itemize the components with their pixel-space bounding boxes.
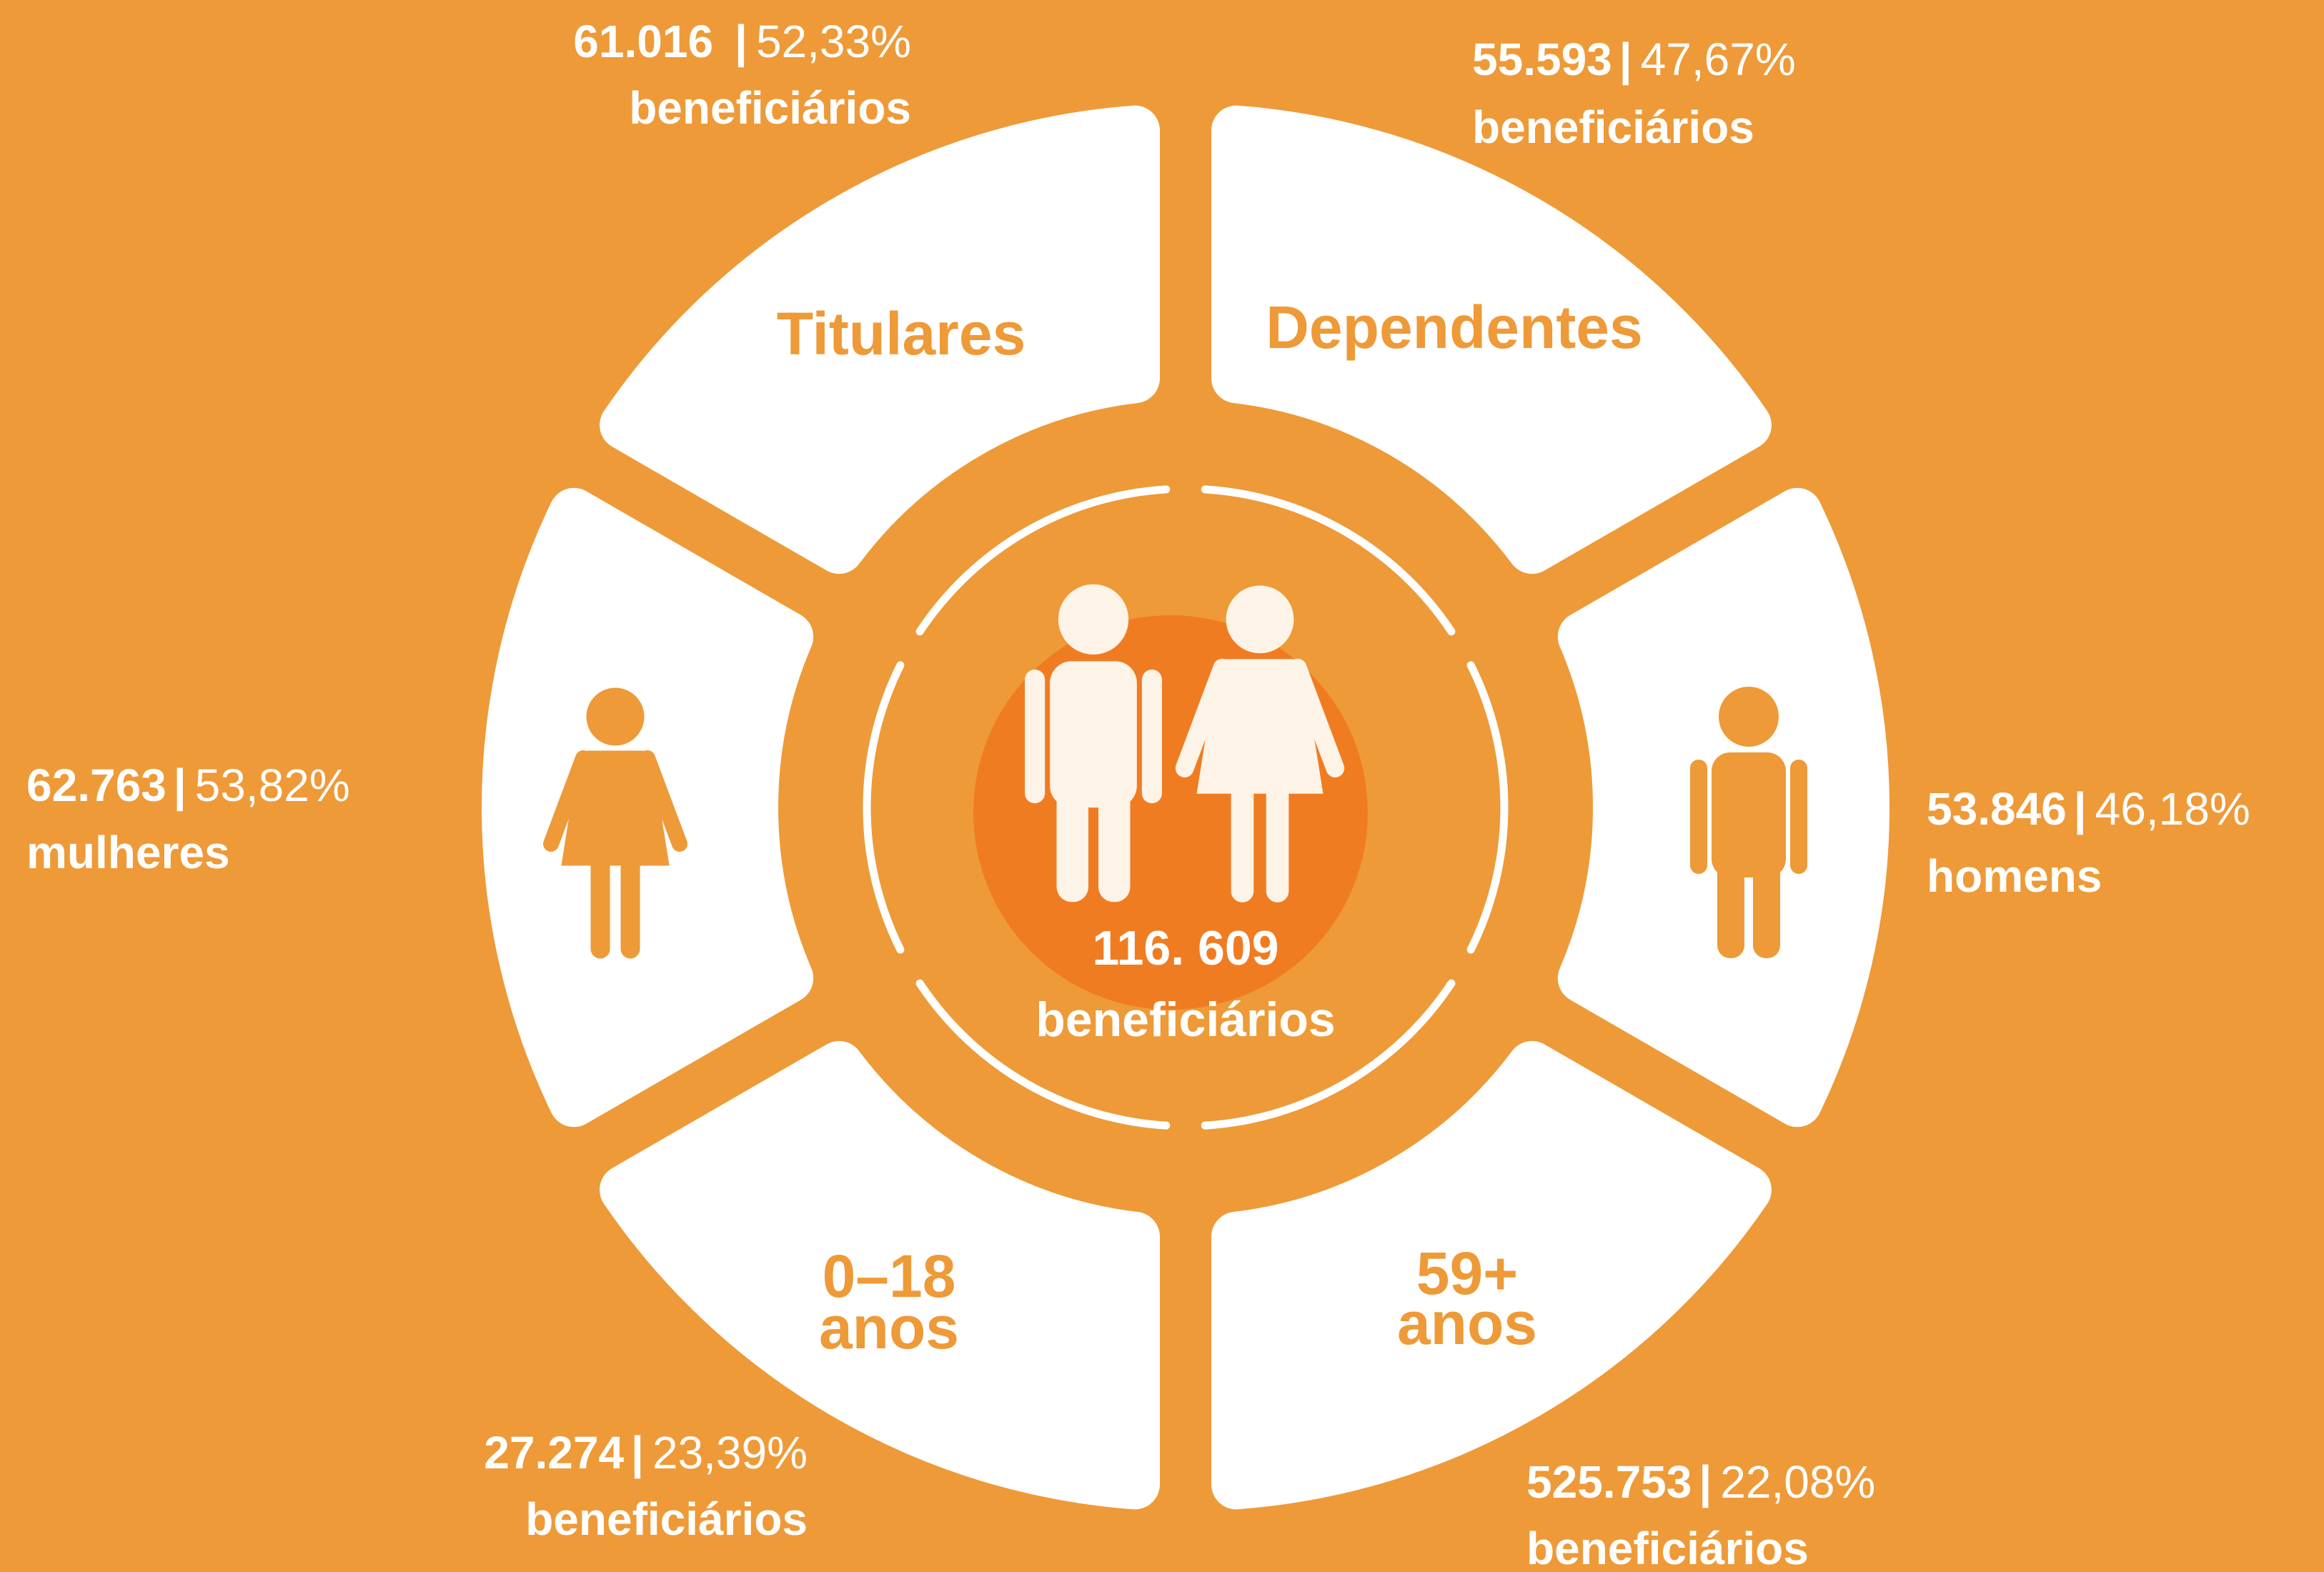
separator: | [735, 16, 748, 68]
stat-number: 61.016 [573, 16, 713, 67]
segment-label: anos [1397, 1290, 1537, 1357]
center-caption: beneficiários [1036, 993, 1336, 1047]
stat-line: 27.274 | 23,39% [484, 1427, 808, 1479]
ring-arc [915, 485, 1171, 636]
stat-caption: beneficiários [629, 82, 911, 134]
segment-label: Dependentes [1266, 294, 1642, 361]
separator: | [174, 760, 187, 812]
stat-caption: beneficiários [1472, 101, 1754, 153]
segment [600, 105, 1160, 574]
stat-percent: 53,82% [195, 760, 350, 811]
segment-label: anos [819, 1294, 959, 1361]
ring-arc [1201, 979, 1456, 1130]
ring-arc [1466, 661, 1509, 954]
stat-line: 55.593 | 47,67% [1472, 34, 1796, 86]
stat-number: 27.274 [484, 1427, 624, 1478]
ring-segments [482, 105, 1890, 1510]
stat-caption: beneficiários [525, 1493, 808, 1545]
segment [1211, 105, 1772, 574]
stat-number: 53.846 [1927, 783, 2067, 835]
stat-line: 525.753 | 22,08% [1526, 1456, 1875, 1508]
stat-number: 55.593 [1472, 34, 1612, 85]
stat-percent: 22,08% [1720, 1456, 1875, 1508]
segment-label: 0–18 [823, 1243, 956, 1310]
separator: | [2074, 783, 2087, 835]
stat-caption: beneficiários [1526, 1523, 1809, 1572]
stat-number: 525.753 [1526, 1456, 1692, 1508]
stat-line: 53.846 | 46,18% [1927, 783, 2250, 835]
ring-arc [1201, 485, 1456, 636]
segment [1211, 1040, 1772, 1510]
stat-line: 61.016 | 52,33% [573, 16, 911, 68]
stat-percent: 23,39% [652, 1427, 808, 1478]
stat-percent: 47,67% [1641, 34, 1796, 85]
stat-percent: 52,33% [756, 16, 911, 67]
segment-label: 59+ [1416, 1240, 1519, 1307]
ring-arc [915, 979, 1171, 1130]
stat-caption: mulheres [26, 827, 230, 878]
stat-percent: 46,18% [2095, 783, 2250, 835]
center-number: 116. 609 [1093, 921, 1279, 975]
inner-ring [863, 485, 1509, 1130]
stat-caption: homens [1927, 850, 2102, 902]
segment-label: Titulares [777, 300, 1026, 367]
separator: | [1699, 1456, 1712, 1508]
separator: | [1619, 34, 1632, 86]
stat-line: 62.763 | 53,82% [26, 760, 350, 812]
separator: | [631, 1427, 644, 1479]
segment [600, 1040, 1160, 1510]
ring-arc [863, 661, 905, 954]
stat-number: 62.763 [26, 760, 167, 811]
